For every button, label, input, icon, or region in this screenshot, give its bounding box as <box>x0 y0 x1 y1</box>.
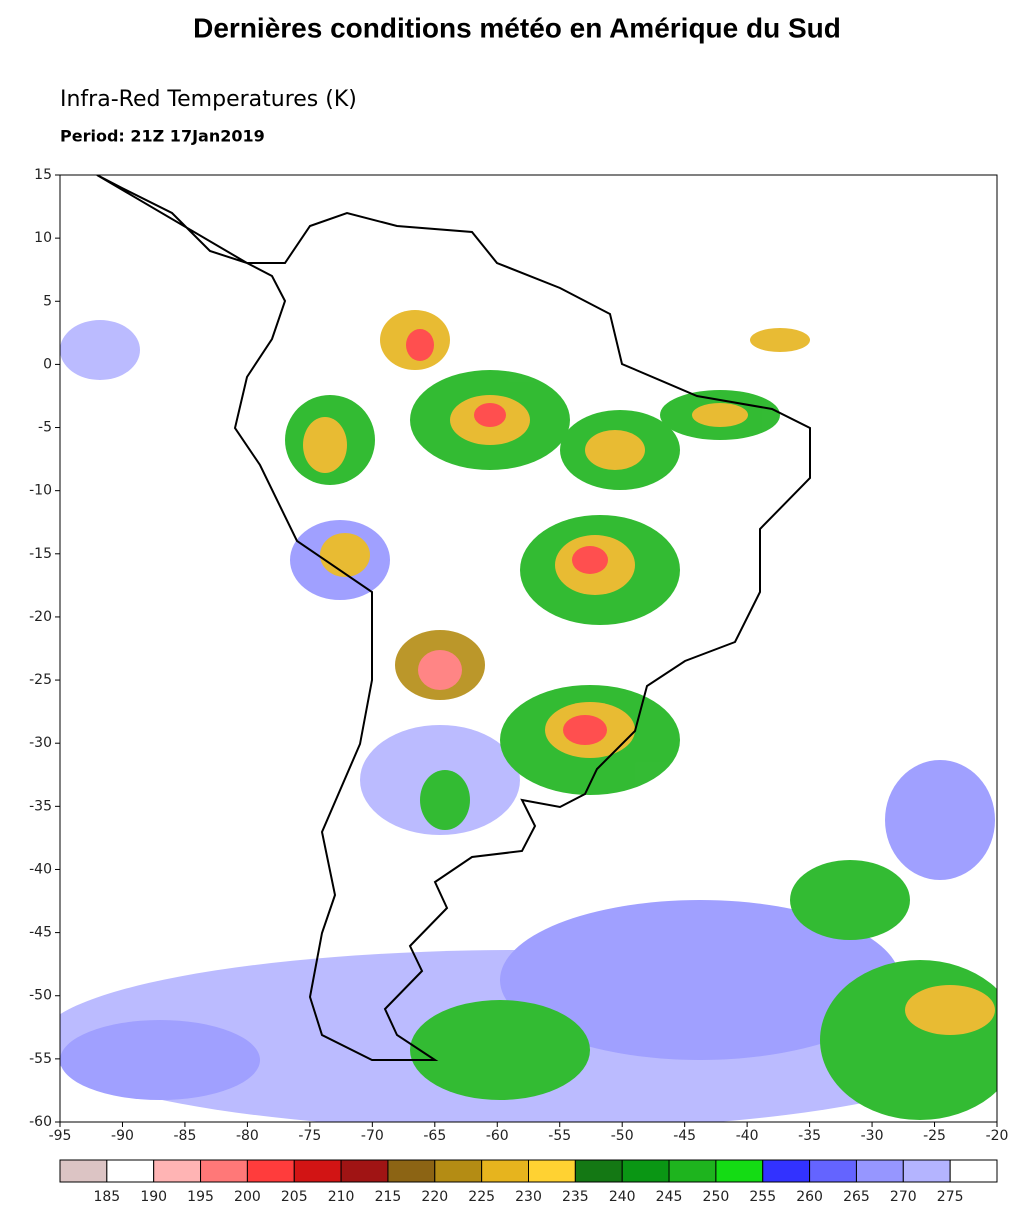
map-content <box>60 175 997 1122</box>
colorbar-swatch <box>668 1159 717 1183</box>
colorbar-label: 185 <box>93 1189 120 1205</box>
y-tick-label: -15 <box>29 546 52 562</box>
x-tick-label: -65 <box>423 1128 446 1144</box>
colorbar-label: 270 <box>890 1189 917 1205</box>
x-tick-label: -60 <box>486 1128 509 1144</box>
y-tick-label: 5 <box>43 293 52 309</box>
colorbar-swatch <box>855 1159 904 1183</box>
colorbar-swatch <box>528 1159 576 1183</box>
colorbar-label: 265 <box>843 1189 870 1205</box>
colorbar-swatch <box>574 1159 623 1183</box>
x-tick-label: -50 <box>611 1128 634 1144</box>
subtitle: Infra-Red Temperatures (K) <box>60 87 357 112</box>
colorbar-label: 200 <box>234 1189 261 1205</box>
colorbar-swatch <box>387 1159 436 1183</box>
colorbar-swatch <box>762 1159 811 1183</box>
y-tick-label: -35 <box>29 798 52 814</box>
y-tick-label: -10 <box>29 483 52 499</box>
y-tick-label: -50 <box>29 988 52 1004</box>
clouds <box>60 310 997 1122</box>
colorbar-swatch <box>949 1159 998 1183</box>
y-tick-label: -55 <box>29 1051 52 1067</box>
colorbar-swatch <box>106 1159 155 1183</box>
map-frame <box>59 174 998 1123</box>
period: Period: 21Z 17Jan2019 <box>60 127 265 146</box>
colorbar-swatch <box>621 1159 670 1183</box>
x-tick-label: -85 <box>173 1128 196 1144</box>
x-tick-label: -90 <box>111 1128 134 1144</box>
x-tick-label: -70 <box>361 1128 384 1144</box>
y-tick-label: -25 <box>29 672 52 688</box>
colorbar-swatch <box>481 1159 529 1183</box>
x-tick-label: -75 <box>298 1128 321 1144</box>
colorbar-label: 195 <box>187 1189 214 1205</box>
continent-outline <box>96 175 811 1061</box>
x-tick-label: -30 <box>861 1128 884 1144</box>
colorbar-swatch <box>293 1159 342 1183</box>
colorbar-label: 220 <box>421 1189 448 1205</box>
x-tick-label: -95 <box>49 1128 72 1144</box>
colorbar-swatch <box>902 1159 951 1183</box>
colorbar-swatch <box>59 1159 108 1183</box>
y-tick-label: 15 <box>34 167 52 183</box>
colorbar-label: 210 <box>328 1189 355 1205</box>
colorbar-label: 245 <box>656 1189 683 1205</box>
colorbar-swatch <box>200 1159 248 1183</box>
colorbar-label: 275 <box>937 1189 964 1205</box>
x-tick-label: -40 <box>736 1128 759 1144</box>
y-tick-label: -5 <box>38 420 52 436</box>
y-tick-label: -40 <box>29 861 52 877</box>
x-tick-label: -80 <box>236 1128 259 1144</box>
colorbar-label: 240 <box>609 1189 636 1205</box>
colorbar-swatch <box>340 1159 389 1183</box>
y-tick-label: 10 <box>34 230 52 246</box>
y-tick-label: -20 <box>29 609 52 625</box>
colorbar-label: 225 <box>468 1189 495 1205</box>
y-tick-label: 0 <box>43 356 52 372</box>
colorbar-label: 260 <box>796 1189 823 1205</box>
x-tick-label: -35 <box>798 1128 821 1144</box>
y-tick-label: -30 <box>29 735 52 751</box>
colorbar-swatch <box>434 1159 483 1183</box>
x-tick-label: -20 <box>986 1128 1009 1144</box>
x-tick-label: -55 <box>548 1128 571 1144</box>
x-tick-label: -25 <box>923 1128 946 1144</box>
colorbar-label: 190 <box>140 1189 167 1205</box>
colorbar-label: 255 <box>749 1189 776 1205</box>
colorbar-swatch <box>246 1159 295 1183</box>
colorbar-label: 215 <box>375 1189 402 1205</box>
colorbar-label: 230 <box>515 1189 542 1205</box>
colorbar-label: 205 <box>281 1189 308 1205</box>
y-tick-label: -45 <box>29 925 52 941</box>
title: Dernières conditions météo en Amérique d… <box>193 12 841 43</box>
colorbar-swatch <box>153 1159 202 1183</box>
colorbar-swatch <box>715 1159 764 1183</box>
colorbar-swatch <box>809 1159 857 1183</box>
y-tick-label: -60 <box>29 1114 52 1130</box>
colorbar-label: 250 <box>703 1189 730 1205</box>
x-tick-label: -45 <box>673 1128 696 1144</box>
colorbar-label: 235 <box>562 1189 589 1205</box>
